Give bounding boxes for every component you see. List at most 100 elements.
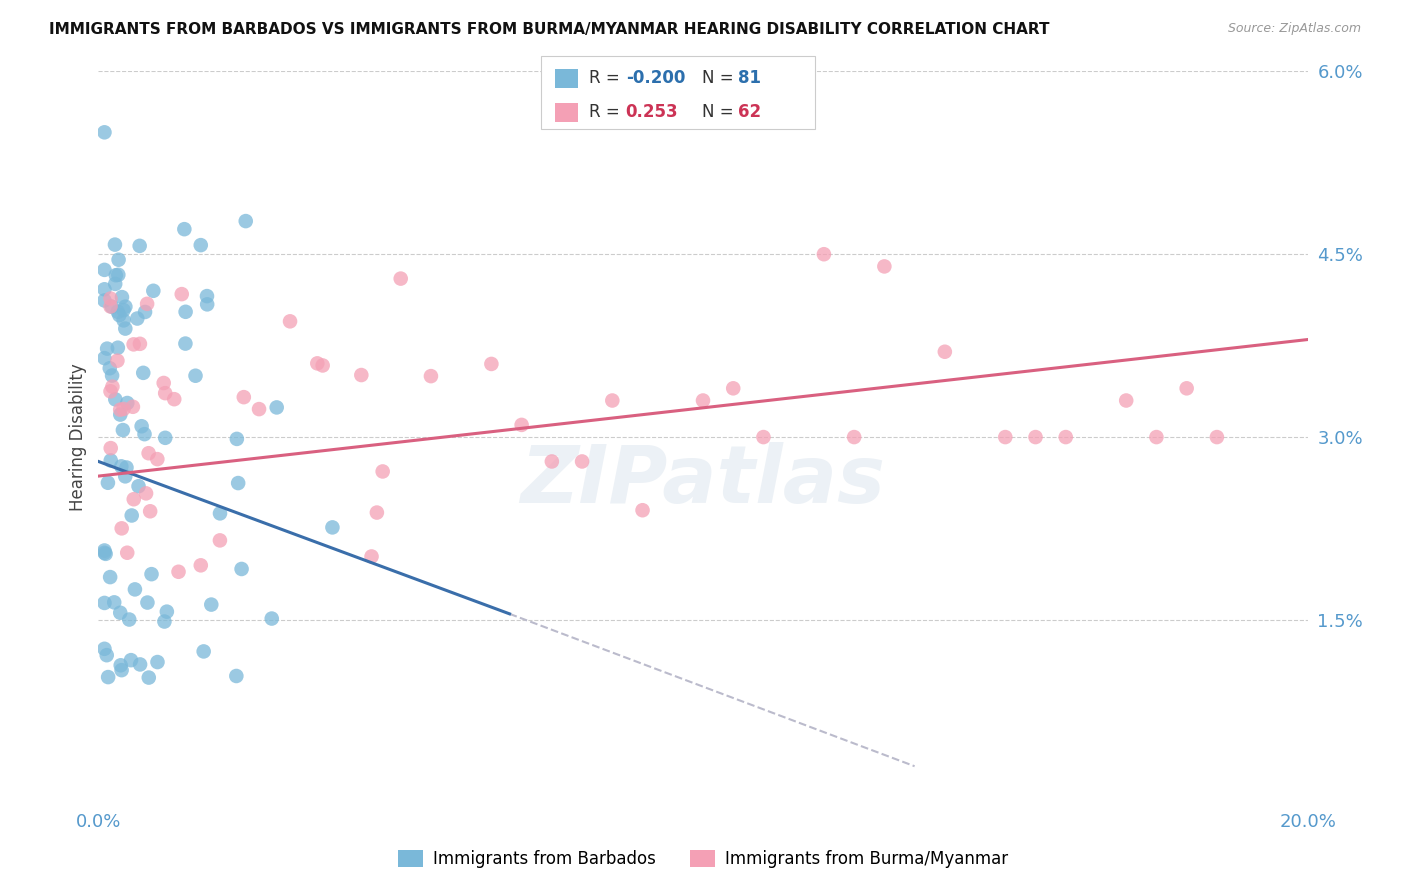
Point — [97, 670, 120, 684]
Point — [174, 305, 197, 319]
Point — [152, 376, 174, 390]
Point — [93, 263, 115, 277]
Point — [112, 401, 135, 416]
Point — [100, 441, 122, 455]
Point — [307, 356, 329, 370]
Point — [108, 308, 131, 322]
Point — [1024, 430, 1046, 444]
Point — [190, 558, 212, 573]
Point — [1054, 430, 1077, 444]
Point — [481, 357, 503, 371]
Point — [129, 336, 152, 351]
Point — [510, 417, 533, 432]
Point — [208, 533, 231, 548]
Point — [104, 268, 127, 283]
Point — [121, 508, 143, 523]
Point — [115, 546, 138, 560]
Point — [167, 565, 190, 579]
Point — [193, 644, 215, 658]
Point — [110, 459, 132, 474]
Point — [127, 311, 149, 326]
Point — [112, 313, 135, 327]
Point — [155, 431, 177, 445]
Point — [139, 504, 162, 518]
Point — [225, 432, 247, 446]
Point — [156, 605, 179, 619]
Point — [115, 460, 138, 475]
Point — [104, 237, 127, 252]
Point — [100, 292, 122, 306]
Point — [110, 663, 132, 677]
Point — [93, 641, 115, 656]
Point — [103, 595, 125, 609]
Point — [200, 598, 222, 612]
Point — [128, 479, 150, 493]
Point — [110, 658, 132, 673]
Point — [122, 337, 145, 351]
Point — [107, 341, 129, 355]
Point — [108, 402, 131, 417]
Point — [101, 379, 124, 393]
Point — [114, 321, 136, 335]
Point — [540, 454, 562, 468]
Text: ZIPatlas: ZIPatlas — [520, 442, 886, 520]
Point — [111, 521, 134, 535]
Point — [813, 247, 835, 261]
Point — [107, 304, 129, 318]
Point — [141, 567, 163, 582]
Point — [235, 214, 257, 228]
Point — [321, 520, 343, 534]
Point — [1115, 393, 1137, 408]
Point — [93, 282, 115, 296]
Point — [146, 452, 169, 467]
Point — [195, 289, 218, 303]
Point — [571, 454, 593, 468]
Text: Source: ZipAtlas.com: Source: ZipAtlas.com — [1227, 22, 1361, 36]
Y-axis label: Hearing Disability: Hearing Disability — [69, 363, 87, 511]
Point — [184, 368, 207, 383]
Point — [163, 392, 186, 407]
Text: IMMIGRANTS FROM BARBADOS VS IMMIGRANTS FROM BURMA/MYANMAR HEARING DISABILITY COR: IMMIGRANTS FROM BARBADOS VS IMMIGRANTS F… — [49, 22, 1050, 37]
Text: N =: N = — [702, 103, 738, 121]
Point — [112, 303, 135, 318]
Point — [111, 290, 134, 304]
Point — [247, 402, 270, 417]
Point — [752, 430, 775, 444]
Text: N =: N = — [702, 69, 738, 87]
Point — [138, 671, 160, 685]
Point — [631, 503, 654, 517]
Point — [117, 396, 139, 410]
Point — [93, 351, 115, 366]
Point — [723, 381, 745, 395]
Point — [174, 336, 197, 351]
Point — [173, 222, 195, 236]
Point — [278, 314, 301, 328]
Point — [104, 277, 127, 291]
Point — [134, 305, 156, 319]
Point — [122, 492, 145, 507]
Point — [934, 344, 956, 359]
Point — [114, 300, 136, 314]
Point — [195, 297, 218, 311]
Point — [366, 506, 388, 520]
Legend: Immigrants from Barbados, Immigrants from Burma/Myanmar: Immigrants from Barbados, Immigrants fro… — [392, 843, 1014, 875]
Point — [208, 507, 231, 521]
Point — [226, 476, 249, 491]
Point — [231, 562, 253, 576]
Point — [389, 271, 412, 285]
Point — [266, 401, 288, 415]
Point — [122, 400, 145, 414]
Point — [100, 384, 122, 399]
Point — [104, 392, 127, 407]
Point — [107, 353, 129, 368]
Point — [260, 611, 283, 625]
Point — [107, 268, 129, 282]
Point — [96, 648, 118, 663]
Text: -0.200: -0.200 — [626, 69, 685, 87]
Text: 0.253: 0.253 — [626, 103, 678, 121]
Point — [111, 423, 134, 437]
Point — [93, 543, 115, 558]
Point — [350, 368, 373, 382]
Point — [100, 453, 122, 467]
Point — [93, 293, 115, 308]
